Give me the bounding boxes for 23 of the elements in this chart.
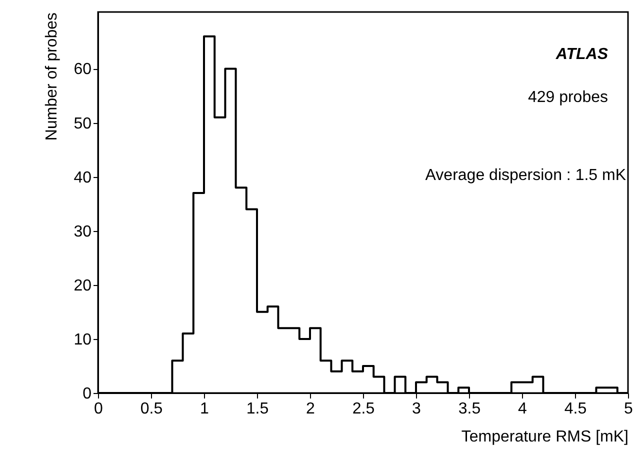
y-tick-label: 30 <box>74 223 92 240</box>
x-tick-label: 2.5 <box>352 400 375 418</box>
annotation: ATLAS <box>554 46 608 63</box>
y-tick-label: 10 <box>74 331 92 348</box>
x-tick-label: 1.5 <box>246 400 269 418</box>
x-axis-title: Temperature RMS [mK] <box>461 428 628 446</box>
x-tick-label: 0 <box>94 400 104 418</box>
x-tick-label: 4.5 <box>564 400 587 418</box>
y-tick-label: 20 <box>74 277 92 294</box>
annotation: 429 probes <box>528 89 608 106</box>
y-tick-label: 0 <box>82 386 92 402</box>
y-tick-label: 60 <box>74 61 92 78</box>
y-tick-label: 50 <box>74 115 92 132</box>
x-tick-label: 1 <box>200 400 210 418</box>
x-tick-label: 0.5 <box>140 400 163 418</box>
x-tick-label: 3 <box>412 400 422 418</box>
annotation: Average dispersion : 1.5 mK <box>425 167 626 184</box>
y-tick-label: 40 <box>74 169 92 186</box>
x-tick-label: 2 <box>306 400 316 418</box>
x-tick-label: 4 <box>518 400 528 418</box>
x-tick-label: 3.5 <box>458 400 481 418</box>
y-axis-title: Number of probes <box>44 12 61 141</box>
x-tick-label: 5 <box>624 400 634 418</box>
